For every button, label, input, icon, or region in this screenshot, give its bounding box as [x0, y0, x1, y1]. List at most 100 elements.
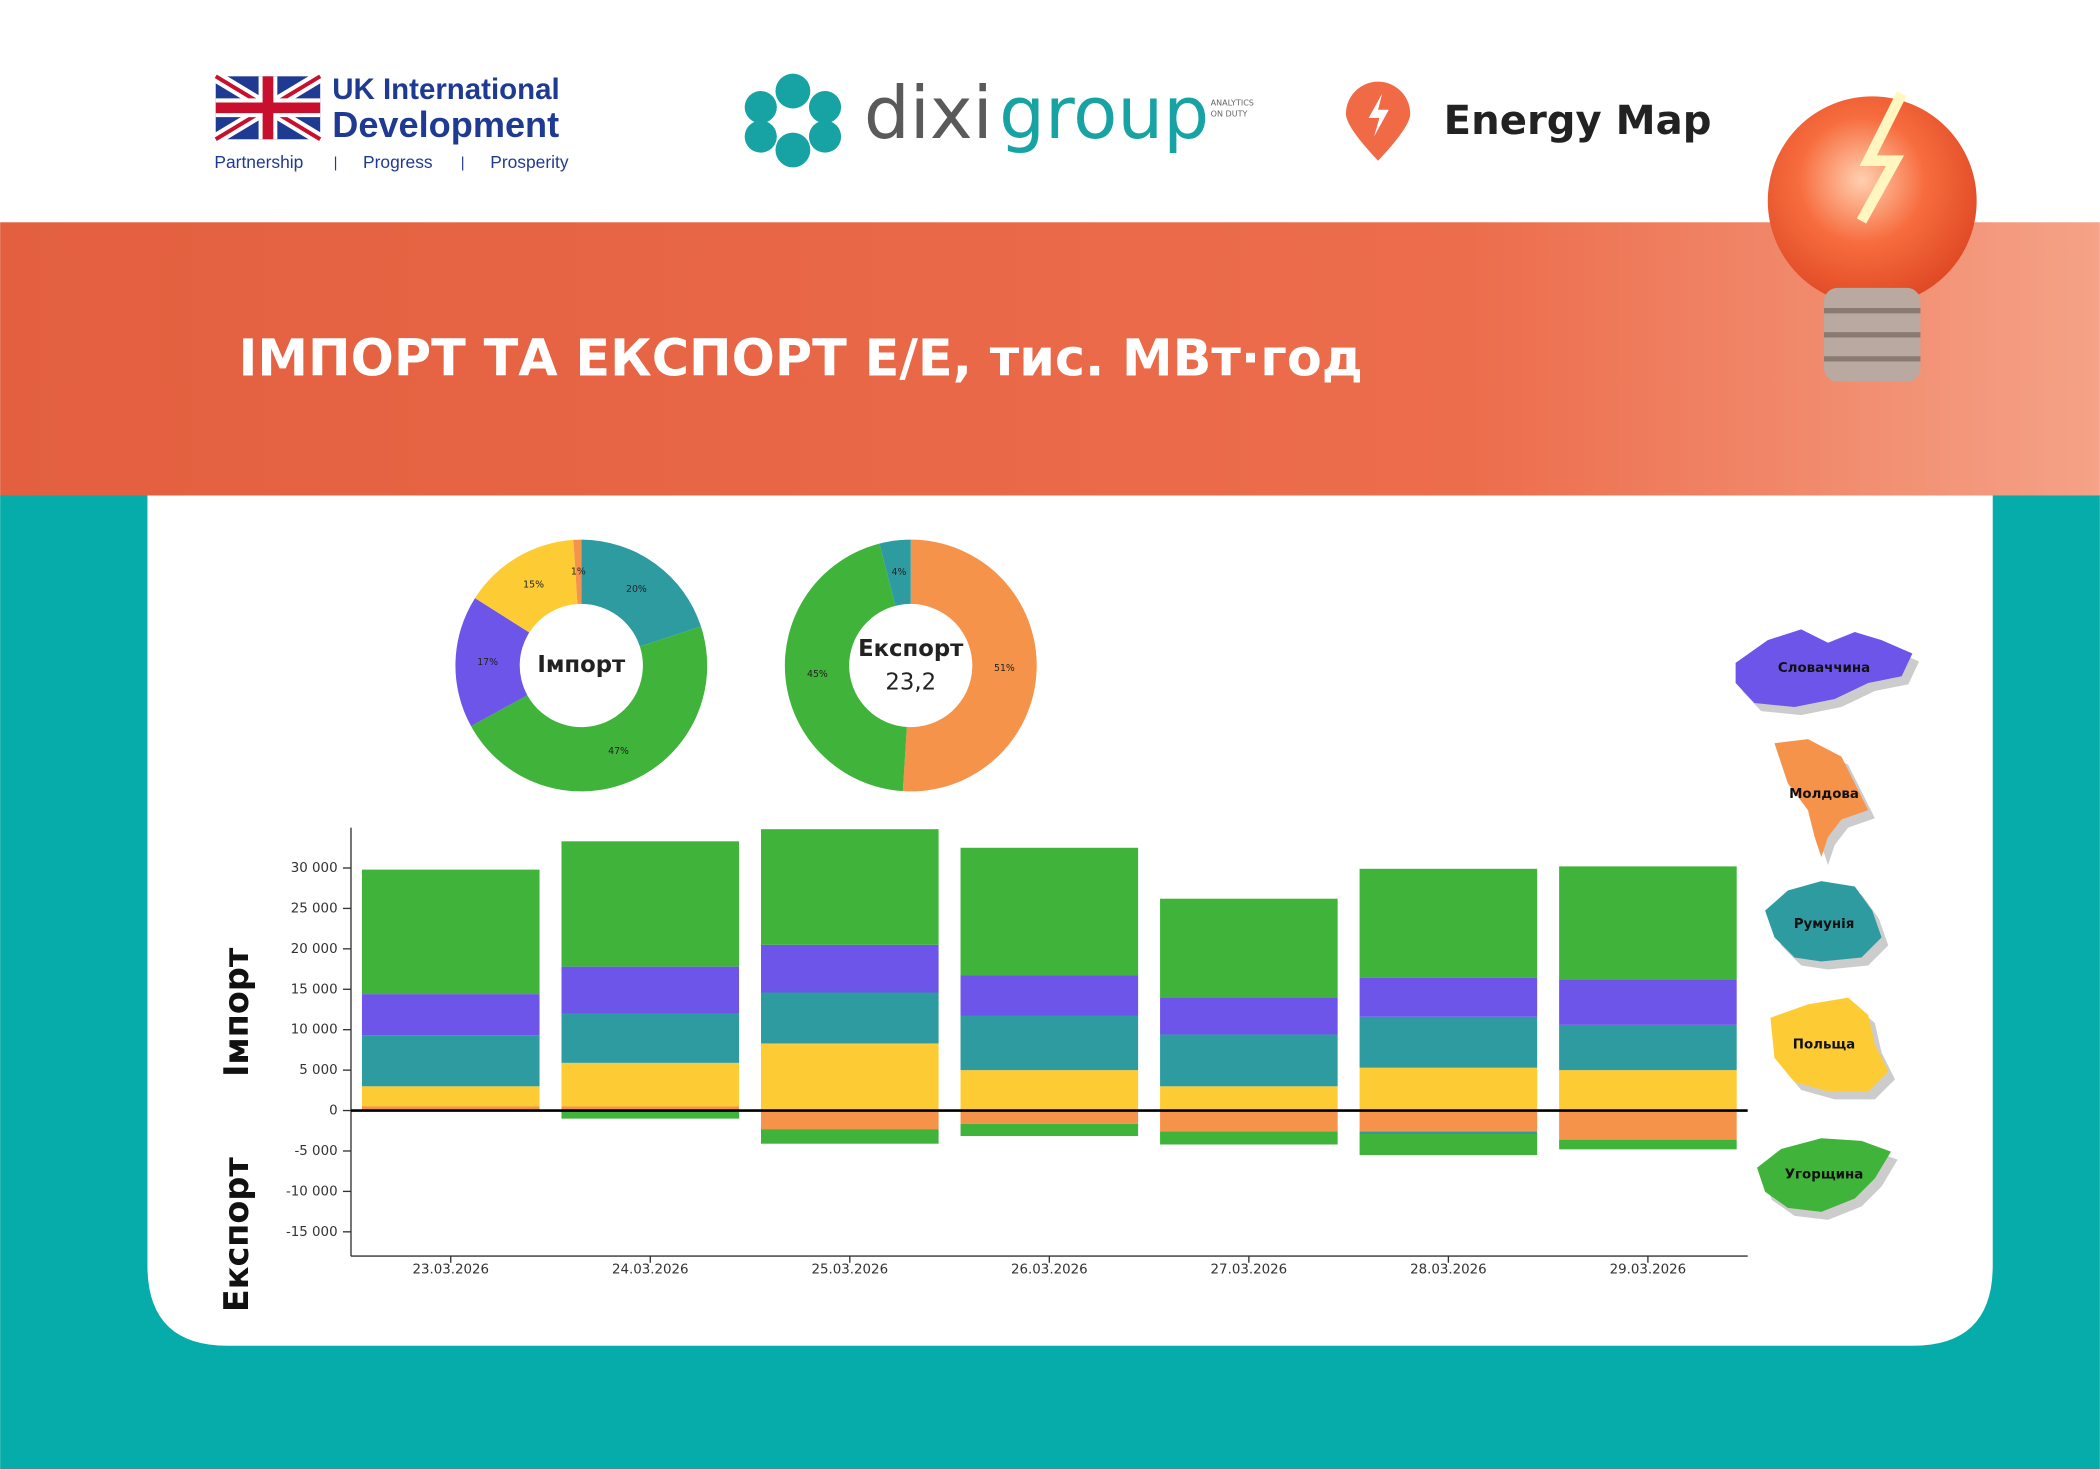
bar-segment	[761, 1110, 939, 1130]
bar-segment	[960, 1123, 1139, 1137]
legend-label: Угорщина	[1785, 1167, 1864, 1182]
brand-tag: ANALYTICS	[1211, 99, 1254, 108]
slice-label: 15%	[523, 579, 544, 590]
donut-slice	[573, 539, 582, 605]
bar-segment	[1359, 1067, 1538, 1111]
pin-icon	[1345, 81, 1411, 161]
donut-slice	[902, 539, 1037, 792]
x-tick-label: 24.03.2026	[612, 1262, 689, 1277]
dixi-icon	[744, 73, 842, 168]
y-label-bottom: Експорт	[217, 1157, 256, 1312]
x-tick-label: 26.03.2026	[1011, 1262, 1088, 1277]
donut-title: Експорт	[858, 636, 964, 662]
slice-label: 47%	[608, 746, 629, 757]
header-bg	[0, 0, 2100, 223]
brand-suffix: group	[999, 72, 1209, 156]
bolt-icon	[1368, 93, 1389, 137]
bar-segment	[361, 1106, 540, 1111]
legend-swatch	[1774, 739, 1869, 858]
slice-label: 20%	[626, 584, 647, 595]
y-tick-label: -15 000	[286, 1225, 338, 1240]
bar-segment	[761, 829, 939, 945]
uk-flag	[212, 71, 324, 145]
slice-label: 51%	[994, 663, 1015, 674]
bar-segment	[1559, 1024, 1737, 1071]
bar-segment	[960, 1110, 1139, 1124]
bar-segment	[1559, 979, 1737, 1025]
y-tick-label: 0	[329, 1104, 338, 1119]
legend-label: Молдова	[1789, 787, 1859, 802]
y-tick-label: 15 000	[291, 982, 338, 997]
bar-segment	[361, 1086, 540, 1107]
bar-segment	[960, 847, 1139, 976]
bar-segment	[1559, 1139, 1737, 1150]
uk-tag: Partnership	[214, 152, 303, 172]
bar-segment	[1160, 1086, 1338, 1111]
bar-segment	[1359, 1110, 1538, 1132]
title-band	[0, 222, 2100, 497]
x-tick-label: 28.03.2026	[1410, 1262, 1487, 1277]
charts: 20% 47% 17% 15% 1% Імпорт 51% 45% 4% Експорт 23,2 -…	[217, 539, 1920, 1312]
uk-tag: Prosperity	[490, 152, 569, 172]
donut-slice	[879, 539, 911, 606]
energy-map: Energy Map	[1444, 98, 1712, 144]
bar-segment	[1359, 1016, 1538, 1068]
legend-swatch	[1765, 881, 1882, 962]
y-label-top: Імпорт	[217, 947, 256, 1077]
bar-segment	[960, 1015, 1139, 1071]
y-tick-label: -10 000	[286, 1184, 338, 1199]
uk-tag: |	[461, 155, 465, 171]
y-tick-label: 30 000	[291, 861, 338, 876]
bar-segment	[361, 994, 540, 1036]
donut-subtitle: 23,2	[885, 669, 936, 695]
bar-segment	[761, 1129, 939, 1144]
bar-segment	[1559, 1070, 1737, 1111]
bar-segment	[361, 1035, 540, 1087]
bar-segment	[1359, 977, 1538, 1017]
bar-segment	[1160, 997, 1338, 1035]
legend-label: Словаччина	[1778, 661, 1870, 676]
bar-segment	[1559, 1110, 1737, 1140]
donut-slice	[455, 598, 530, 727]
bar-segment	[361, 869, 540, 995]
y-tick-label: 5 000	[299, 1063, 337, 1078]
bar-segment	[561, 1062, 740, 1107]
donut-slice	[475, 539, 578, 633]
bar-segment	[960, 975, 1139, 1016]
donut-slice	[471, 626, 708, 792]
uk-line1: UK International	[332, 73, 559, 106]
legend-swatch	[1770, 997, 1889, 1092]
donut-slice	[581, 539, 702, 647]
bar-segment	[761, 992, 939, 1044]
uk-tag: Progress	[363, 152, 433, 172]
bar-segment	[761, 944, 939, 993]
page-title: ІМПОРТ ТА ЕКСПОРТ Е/Е, тис. МВт·год	[239, 329, 1363, 388]
bar-segment	[1559, 866, 1737, 980]
bar-segment	[1359, 1131, 1538, 1134]
brand-prefix: dixi	[864, 72, 993, 156]
bar-segment	[960, 1070, 1139, 1111]
bar-segment	[561, 1013, 740, 1063]
uk-line2: Development	[332, 104, 559, 145]
legend-label: Румунія	[1794, 917, 1855, 932]
bar-segment	[1160, 898, 1338, 998]
legend-swatch	[1735, 629, 1913, 708]
bar-segment	[1160, 1131, 1338, 1145]
y-tick-label: 20 000	[291, 942, 338, 957]
slice-label: 45%	[807, 669, 828, 680]
slice-label: 17%	[477, 657, 498, 668]
x-tick-label: 27.03.2026	[1211, 1262, 1288, 1277]
bar-segment	[561, 841, 740, 967]
bar-segment	[561, 1106, 740, 1111]
x-tick-label: 29.03.2026	[1610, 1262, 1687, 1277]
slice-label: 1%	[571, 566, 586, 577]
bar-segment	[561, 966, 740, 1014]
slice-label: 4%	[892, 567, 907, 578]
legend-swatch	[1757, 1138, 1891, 1212]
y-tick-label: -5 000	[294, 1144, 337, 1159]
bar-segment	[1359, 868, 1538, 978]
bulb	[1767, 91, 1977, 382]
x-tick-label: 25.03.2026	[812, 1262, 889, 1277]
